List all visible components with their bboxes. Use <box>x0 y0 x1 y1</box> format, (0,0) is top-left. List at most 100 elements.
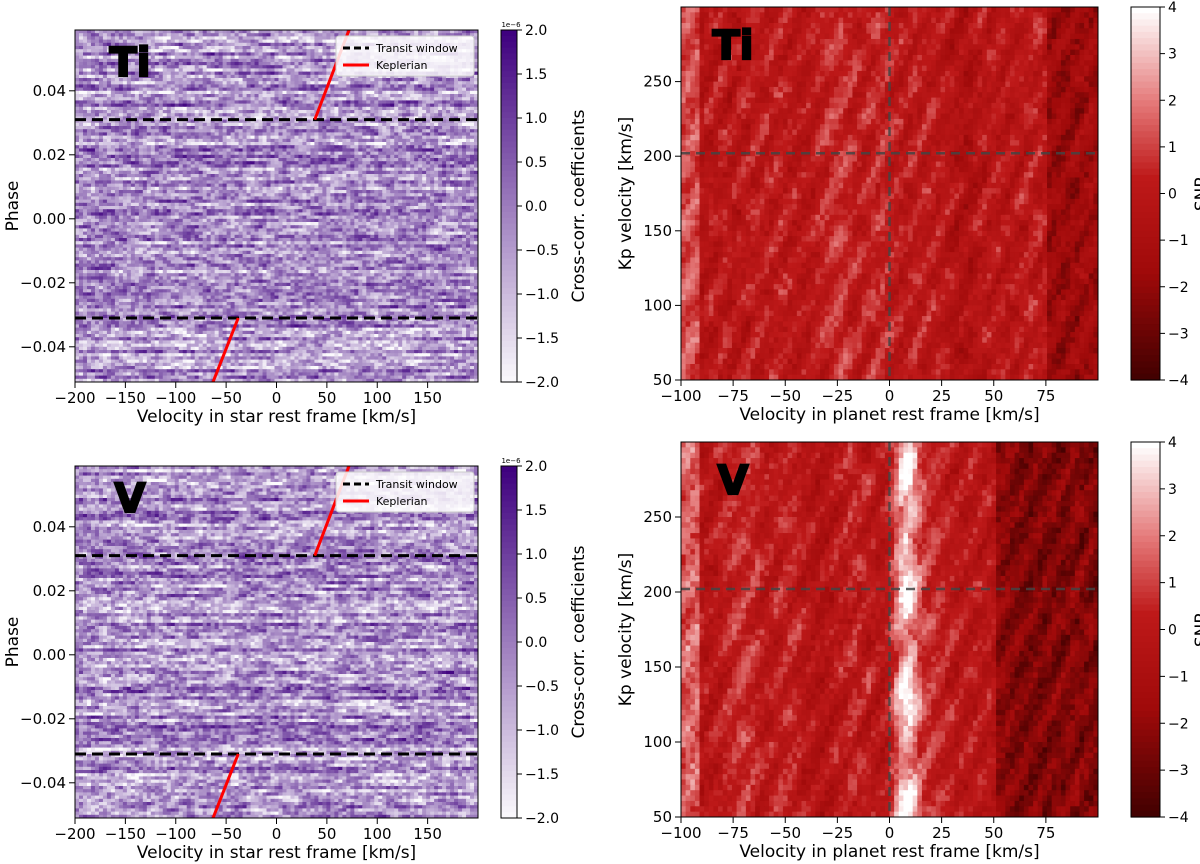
colorbar-step <box>1131 617 1160 624</box>
colorbar-step <box>501 512 517 520</box>
colorbar-step <box>501 159 517 166</box>
x-tick-label: −200 <box>54 825 95 843</box>
x-tick-label: −150 <box>105 825 146 843</box>
colorbar-step <box>1131 7 1160 14</box>
colorbar-step <box>501 276 517 283</box>
panel-ccf-v: V Transit window Keplerian −200 −150 −100 −50 0… <box>3 457 589 863</box>
colorbar-step <box>501 595 517 602</box>
y-axis-label: Phase <box>3 181 23 232</box>
x-tick-label: −75 <box>717 387 749 405</box>
colorbar-step <box>1131 274 1160 282</box>
x-tick-label: 50 <box>984 387 1003 405</box>
colorbar-tick-label: −1.5 <box>525 331 559 347</box>
colorbar-step <box>501 335 517 342</box>
colorbar-step <box>501 53 517 60</box>
colorbar-tick-label: 3 <box>1168 482 1177 498</box>
colorbar-step <box>501 153 517 160</box>
species-label: Ti <box>110 40 151 86</box>
colorbar-step <box>501 235 517 242</box>
colorbar-step <box>1131 554 1160 562</box>
y-tick-label: 0.00 <box>33 210 66 228</box>
colorbar-tick-label: 0 <box>1168 187 1177 203</box>
colorbar-step <box>1131 255 1160 263</box>
colorbar-step <box>501 317 517 324</box>
species-label: Ti <box>713 23 754 69</box>
colorbar-step <box>501 659 517 667</box>
colorbar-step <box>1131 19 1160 27</box>
colorbar-step <box>501 700 517 708</box>
colorbar-tick-label: 2 <box>1168 529 1177 545</box>
colorbar-tick-label: −1 <box>1168 669 1189 685</box>
colorbar-step <box>501 724 517 731</box>
colorbar-step <box>501 501 517 508</box>
colorbar-step <box>501 771 517 778</box>
colorbar-step <box>1131 50 1160 58</box>
colorbar-step <box>501 323 517 330</box>
colorbar-step <box>501 94 517 101</box>
x-tick-label: −100 <box>660 824 701 842</box>
colorbar-step <box>1131 560 1160 568</box>
colorbar-tick-label: −0.5 <box>525 243 559 259</box>
colorbar-step <box>1131 548 1160 556</box>
colorbar-step <box>501 683 517 690</box>
colorbar-step <box>1131 355 1160 362</box>
colorbar-step <box>501 118 517 125</box>
colorbar-step <box>501 47 517 55</box>
colorbar-step <box>501 112 517 119</box>
heatmap-image <box>681 7 1098 380</box>
colorbar-step <box>1131 679 1160 687</box>
y-axis-label: Phase <box>3 617 23 668</box>
colorbar-step <box>501 647 517 655</box>
colorbar-step <box>1131 648 1160 656</box>
y-axis-label: Kp velocity [km/s] <box>616 553 636 706</box>
colorbar-label: SNR <box>1192 176 1200 212</box>
legend-box <box>335 35 475 77</box>
colorbar-step <box>1131 698 1160 706</box>
colorbar-step <box>501 182 517 189</box>
colorbar-step <box>1131 598 1160 606</box>
colorbar-step <box>501 82 517 90</box>
colorbar-step <box>501 282 517 289</box>
x-axis-label: Velocity in planet rest frame [km/s] <box>739 842 1039 862</box>
y-tick-label: 0.02 <box>33 582 66 600</box>
colorbar-step <box>1131 760 1160 768</box>
y-tick-label: 150 <box>643 222 672 240</box>
colorbar-step <box>1131 348 1160 356</box>
colorbar-tick-label: −1.0 <box>525 723 559 739</box>
colorbar-step <box>1131 261 1160 269</box>
colorbar-step <box>1131 38 1160 45</box>
heatmap-image <box>75 466 478 818</box>
colorbar-step <box>1131 792 1160 799</box>
x-axis-label: Velocity in planet rest frame [km/s] <box>739 405 1039 425</box>
colorbar-step <box>1131 510 1160 518</box>
colorbar-step <box>501 536 517 543</box>
colorbar-step <box>501 671 517 678</box>
colorbar-tick-label: 0.5 <box>525 155 547 171</box>
colorbar-step <box>1131 529 1160 537</box>
colorbar-step <box>501 782 517 790</box>
colorbar-step <box>1131 224 1160 232</box>
colorbar: −2.0 −1.5 −1.0 −0.5 0.0 0.5 1.0 1.5 2.0 1e−6 Cross… <box>500 21 589 391</box>
colorbar-tick-label: 0.5 <box>525 591 547 607</box>
heatmap-image <box>75 30 478 382</box>
colorbar-step <box>501 735 517 743</box>
colorbar-step <box>501 258 517 266</box>
colorbar-step <box>1131 361 1160 369</box>
colorbar-step <box>1131 218 1160 226</box>
colorbar-step <box>1131 181 1160 188</box>
colorbar-step <box>501 71 517 78</box>
x-tick-label: −50 <box>210 389 242 407</box>
colorbar-step <box>1131 205 1160 213</box>
colorbar-step <box>1131 460 1160 468</box>
colorbar-step <box>501 571 517 579</box>
x-tick-label: 150 <box>413 825 442 843</box>
colorbar-step <box>501 530 517 537</box>
colorbar-step <box>501 311 517 319</box>
colorbar-step <box>501 30 517 37</box>
colorbar-tick-label: −4 <box>1168 810 1189 826</box>
colorbar-tick-label: −1.5 <box>525 767 559 783</box>
y-tick-label: −0.02 <box>20 710 66 728</box>
colorbar-step <box>501 106 517 113</box>
colorbar-tick-label: −3 <box>1168 326 1189 342</box>
x-tick-label: 0 <box>272 389 282 407</box>
